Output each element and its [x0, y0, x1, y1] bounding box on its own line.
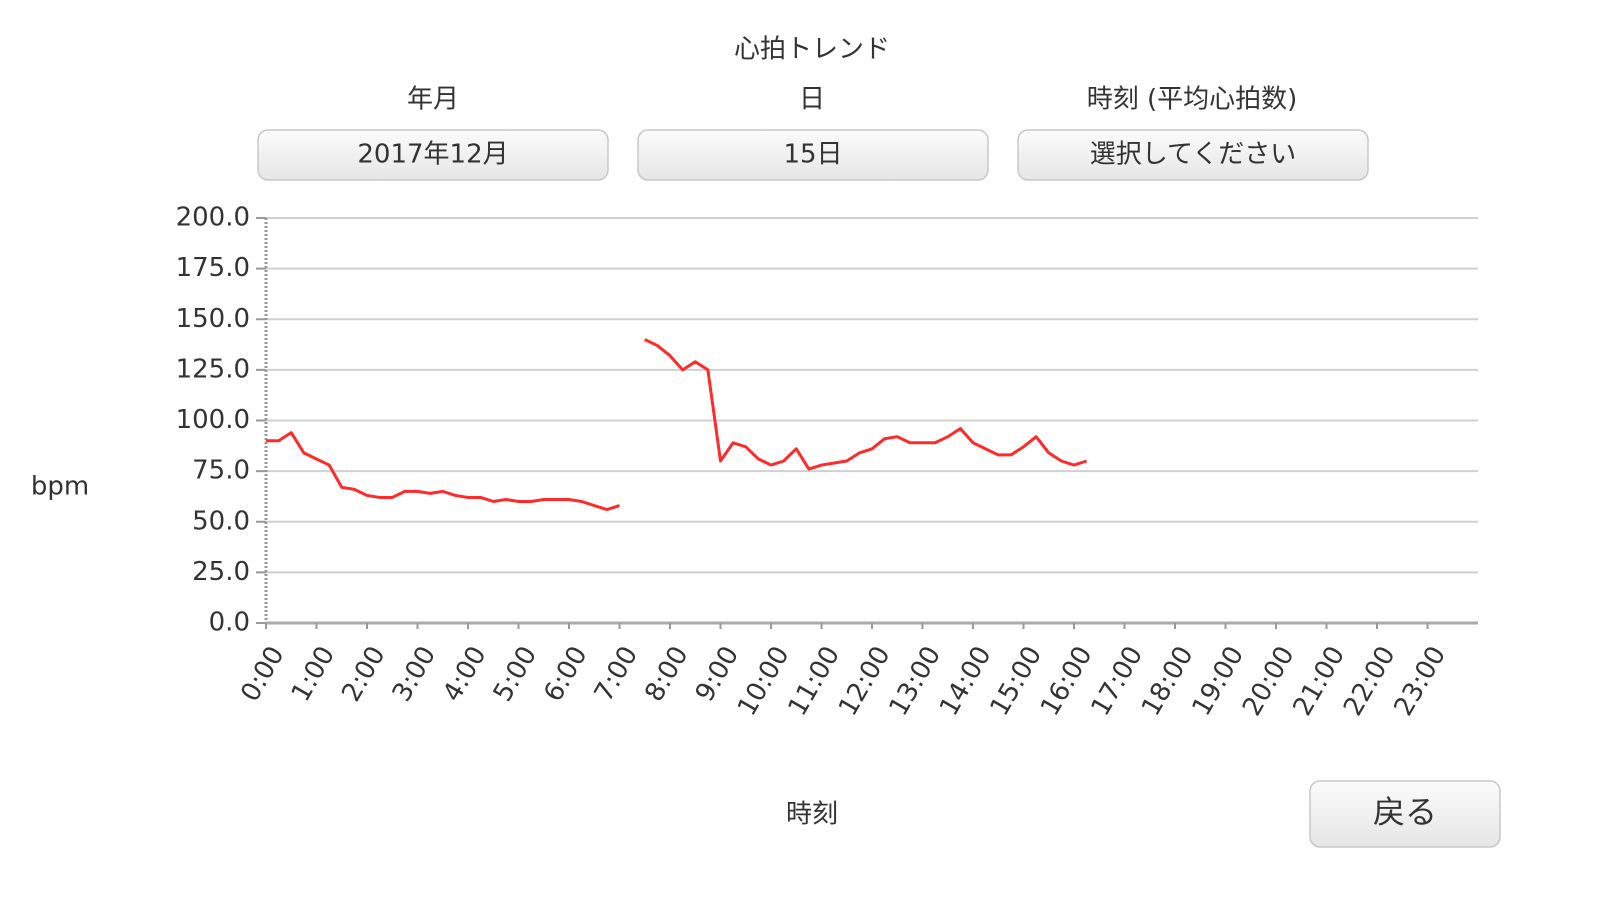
- y-tick-label: 50.0: [192, 506, 250, 536]
- button-text: 15日: [783, 140, 842, 170]
- x-tick-label: 1:00: [286, 641, 341, 707]
- y-axis-title: bpm: [31, 472, 89, 502]
- y-tick-label: 150.0: [176, 304, 250, 334]
- x-tick-label: 5:00: [488, 641, 543, 707]
- y-tick-label: 175.0: [176, 253, 250, 283]
- selector-label: 年月: [407, 85, 459, 115]
- x-tick-label: 3:00: [387, 641, 442, 707]
- page-title: 心拍トレンド: [734, 35, 890, 65]
- select-button[interactable]: 2017年12月: [257, 129, 609, 181]
- selector-label: 日: [799, 85, 825, 115]
- y-tick-label: 25.0: [192, 557, 250, 587]
- y-tick-label: 100.0: [176, 405, 250, 435]
- y-tick-label: 75.0: [192, 456, 250, 486]
- back-button[interactable]: 戻る: [1309, 780, 1501, 848]
- y-tick-label: 125.0: [176, 354, 250, 384]
- button-bg: [1017, 129, 1369, 181]
- button-bg: [257, 129, 609, 181]
- select-button[interactable]: 15日: [637, 129, 989, 181]
- button-text: 戻る: [1373, 793, 1437, 831]
- button-text: 選択してください: [1090, 140, 1296, 170]
- button-bg: [1309, 780, 1501, 848]
- y-tick-label: 200.0: [176, 203, 250, 233]
- x-tick-label: 23:00: [1389, 641, 1452, 721]
- selector-label: 時刻 (平均心拍数): [1087, 85, 1298, 115]
- x-tick-label: 2:00: [336, 641, 391, 707]
- x-tick-label: 7:00: [589, 641, 644, 707]
- y-tick-label: 0.0: [209, 608, 250, 638]
- button-text: 2017年12月: [357, 140, 508, 170]
- select-button[interactable]: 選択してください: [1017, 129, 1369, 181]
- x-axis-title: 時刻: [786, 800, 838, 830]
- x-tick-label: 0:00: [235, 641, 290, 707]
- chart: 0.0 25.0 50.0 75.0 100.0 125.0 150.0 175.0 200.0…: [176, 203, 1478, 721]
- x-tick-label: 4:00: [437, 641, 492, 707]
- x-tick-label: 6:00: [538, 641, 593, 707]
- data-line: [266, 338, 1088, 512]
- button-bg: [637, 129, 989, 181]
- x-tick-label: 8:00: [639, 641, 694, 707]
